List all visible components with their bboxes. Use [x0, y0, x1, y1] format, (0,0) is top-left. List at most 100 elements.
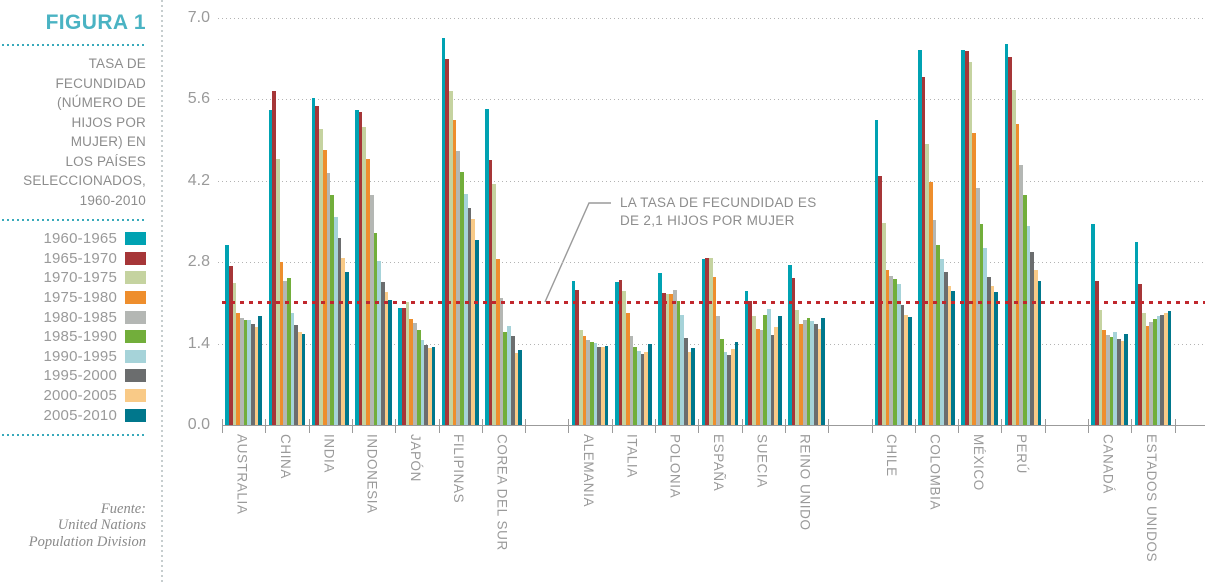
country-group	[872, 18, 915, 425]
bar	[1138, 284, 1142, 425]
legend-period-label: 1965-1970	[43, 249, 117, 267]
bar	[416, 329, 421, 425]
bar	[777, 315, 782, 425]
axis-tick	[525, 419, 527, 433]
bar	[315, 106, 320, 425]
bar	[791, 277, 796, 425]
bar	[1145, 326, 1150, 425]
legend-item: 1995-2000	[8, 366, 146, 386]
bar	[366, 159, 370, 425]
y-axis-tick-label: 0.0	[187, 416, 210, 433]
bar	[384, 292, 389, 425]
bar	[456, 150, 461, 425]
legend-period-label: 2000-2005	[43, 387, 117, 405]
legend-item: 1975-1980	[8, 288, 146, 308]
bar	[802, 320, 807, 425]
country-group	[698, 18, 741, 425]
bar	[485, 109, 489, 425]
axis-tick	[741, 419, 743, 433]
bar	[333, 216, 338, 425]
bar	[633, 346, 638, 425]
legend-color-swatch	[125, 251, 146, 265]
axis-tick	[395, 419, 397, 433]
country-label: PERÚ	[1014, 434, 1030, 474]
country-label: INDONESIA	[364, 434, 380, 514]
bar	[601, 346, 605, 425]
bar	[925, 143, 930, 425]
bar	[788, 265, 792, 425]
country-label: COLOMBIA	[927, 434, 943, 511]
legend-color-swatch	[125, 271, 146, 285]
bar	[1120, 340, 1125, 425]
bar	[1156, 315, 1161, 425]
legend-color-swatch	[125, 310, 146, 324]
bar	[727, 355, 731, 425]
country-group	[568, 18, 611, 425]
bar	[1141, 313, 1146, 425]
bar	[900, 305, 905, 425]
bar	[377, 261, 381, 425]
bar	[1019, 165, 1024, 425]
legend-color-swatch	[125, 232, 146, 246]
bar	[272, 90, 276, 425]
axis-tick	[611, 419, 613, 433]
bar	[1011, 90, 1016, 425]
bar	[247, 320, 252, 425]
bar	[795, 309, 800, 425]
legend-period-label: 2005-2010	[43, 406, 117, 424]
bar	[874, 119, 879, 425]
bar	[983, 247, 988, 425]
grid-line	[218, 99, 1205, 101]
bar	[896, 284, 901, 425]
bar	[770, 334, 775, 425]
bar	[661, 293, 666, 425]
grid-line	[218, 18, 1205, 19]
bar	[258, 316, 263, 425]
country-group	[612, 18, 655, 425]
legend-color-swatch	[125, 369, 146, 383]
bar	[731, 349, 735, 425]
axis-tick	[1001, 419, 1003, 433]
bar	[507, 326, 511, 425]
bar	[687, 351, 692, 425]
bar	[644, 352, 649, 425]
axis-tick	[1044, 419, 1046, 433]
bar	[424, 345, 428, 425]
bar	[1164, 313, 1168, 425]
legend-color-swatch	[125, 389, 146, 403]
bar	[474, 240, 479, 425]
bar	[1037, 280, 1042, 425]
bar	[1004, 44, 1009, 425]
bar	[943, 271, 948, 425]
country-group	[655, 18, 698, 425]
bar	[225, 244, 229, 425]
bar	[712, 276, 717, 425]
bar	[1008, 57, 1012, 425]
bar	[362, 127, 367, 425]
bar	[951, 291, 955, 425]
bar	[1149, 321, 1153, 425]
country-group	[958, 18, 1001, 425]
bar	[355, 109, 359, 425]
bar	[1160, 314, 1164, 425]
bar	[514, 352, 519, 425]
bar	[618, 279, 623, 425]
bar	[369, 194, 374, 425]
bar	[716, 315, 720, 425]
bar	[940, 258, 944, 425]
axis-tick	[828, 419, 830, 433]
bar	[723, 351, 728, 425]
bar	[398, 308, 403, 425]
bar	[279, 262, 284, 425]
bar	[889, 275, 894, 425]
bar	[251, 324, 255, 425]
country-group	[439, 18, 482, 425]
bar-chart: LA TASA DE FECUNDIDAD ES DE 2,1 HIJOS PO…	[162, 0, 1211, 583]
dotted-separator	[2, 433, 146, 436]
bar	[330, 194, 334, 425]
bar	[748, 300, 753, 425]
bar	[994, 292, 999, 425]
country-group	[482, 18, 525, 425]
country-label: CHILE	[884, 434, 900, 477]
